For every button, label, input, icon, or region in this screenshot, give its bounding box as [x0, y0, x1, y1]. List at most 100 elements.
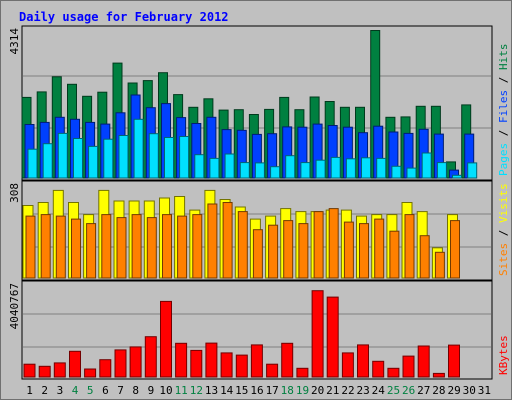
day-label-29: 29 — [447, 384, 460, 397]
bar-pages-day-10 — [164, 137, 174, 179]
bar-pages-day-26 — [406, 167, 417, 179]
bar-kbytes-day-23 — [357, 344, 369, 378]
day-label-14: 14 — [220, 384, 234, 397]
bar-kbytes-day-1 — [23, 363, 36, 378]
bar-pages-day-7 — [118, 135, 129, 179]
bar-kbytes-day-11 — [175, 342, 188, 378]
bar-kbytes-day-24 — [372, 360, 385, 378]
bar-pages-day-24 — [376, 157, 387, 179]
bar-kbytes-day-10 — [160, 300, 172, 378]
bar-pages-day-11 — [179, 136, 190, 179]
bar-kbytes-day-2 — [38, 365, 51, 378]
day-label-15: 15 — [235, 384, 248, 397]
bar-sites-day-18 — [283, 220, 294, 279]
bar-sites-day-14 — [222, 202, 233, 279]
bar-kbytes-day-21 — [326, 296, 339, 378]
legend-item-hits: Hits — [497, 44, 510, 71]
bar-sites-day-24 — [374, 218, 385, 279]
legend-item-files: Files — [497, 90, 510, 123]
day-label-31: 31 — [478, 384, 491, 397]
bar-kbytes-day-15 — [235, 354, 248, 378]
bar-pages-day-9 — [148, 133, 159, 179]
legend-item-pages: Pages — [497, 143, 510, 176]
day-label-23: 23 — [356, 384, 369, 397]
bar-kbytes-day-4 — [69, 350, 81, 378]
panel-2-ymax-label: 308 — [8, 183, 21, 203]
bar-pages-day-30 — [467, 162, 478, 179]
bar-sites-day-13 — [207, 203, 218, 279]
bar-sites-day-22 — [343, 221, 354, 279]
bar-pages-day-19 — [300, 162, 311, 179]
bar-kbytes-day-29 — [448, 344, 460, 378]
bar-kbytes-day-8 — [129, 346, 142, 378]
panel-1-legend: Pages / Files / Hits — [497, 44, 510, 177]
bar-sites-day-11 — [177, 215, 188, 279]
bar-pages-day-3 — [57, 132, 68, 179]
day-label-17: 17 — [266, 384, 279, 397]
bar-pages-day-2 — [42, 143, 53, 179]
panel-1-ymax-label: 4314 — [8, 28, 21, 55]
bar-sites-day-28 — [434, 251, 445, 279]
day-label-24: 24 — [372, 384, 386, 397]
day-label-9: 9 — [148, 384, 155, 397]
bar-kbytes-day-13 — [205, 342, 218, 378]
bar-kbytes-day-12 — [190, 349, 203, 378]
day-label-11: 11 — [175, 384, 188, 397]
day-label-7: 7 — [117, 384, 124, 397]
bar-sites-day-10 — [162, 214, 172, 279]
bar-pages-day-4 — [73, 138, 83, 179]
day-label-5: 5 — [87, 384, 94, 397]
bar-pages-day-18 — [285, 155, 296, 179]
bar-sites-day-25 — [389, 230, 400, 279]
bar-kbytes-day-27 — [417, 345, 430, 378]
day-label-1: 1 — [26, 384, 33, 397]
bar-pages-day-13 — [209, 157, 220, 179]
bar-pages-day-15 — [239, 162, 250, 179]
bar-sites-day-15 — [237, 211, 248, 279]
bar-pages-day-20 — [315, 159, 326, 179]
bar-pages-day-14 — [224, 153, 235, 179]
bar-sites-day-7 — [116, 217, 127, 279]
day-label-16: 16 — [250, 384, 263, 397]
panel-3-ymax-label: 4040767 — [8, 283, 21, 329]
legend-item-visits: Visits — [497, 183, 510, 223]
bar-kbytes-day-3 — [53, 362, 66, 378]
day-label-3: 3 — [57, 384, 64, 397]
bar-sites-day-6 — [101, 214, 112, 279]
bar-kbytes-day-17 — [266, 363, 279, 378]
bar-sites-day-29 — [450, 220, 460, 279]
panel-2-legend: Sites / Visits — [497, 183, 510, 276]
day-label-25: 25 — [387, 384, 400, 397]
day-label-22: 22 — [341, 384, 354, 397]
bar-sites-day-3 — [55, 215, 66, 279]
bar-pages-day-23 — [361, 157, 371, 179]
day-label-20: 20 — [311, 384, 324, 397]
day-label-30: 30 — [463, 384, 476, 397]
bar-kbytes-day-5 — [84, 368, 97, 378]
panel-3-legend: KBytes — [497, 335, 510, 375]
day-label-27: 27 — [417, 384, 430, 397]
bar-kbytes-day-22 — [341, 352, 354, 378]
bar-pages-day-28 — [436, 162, 447, 179]
bar-pages-day-22 — [345, 158, 356, 179]
bar-sites-day-1 — [25, 215, 36, 279]
bar-sites-day-26 — [404, 214, 415, 279]
day-label-18: 18 — [281, 384, 294, 397]
bar-pages-day-21 — [330, 156, 341, 179]
bar-kbytes-day-26 — [402, 355, 415, 378]
bar-sites-day-2 — [40, 214, 51, 279]
legend-item-kbytes: KBytes — [497, 335, 510, 375]
bar-sites-day-5 — [86, 223, 97, 279]
bar-pages-day-1 — [27, 148, 38, 179]
bar-sites-day-8 — [131, 214, 142, 279]
bar-sites-day-20 — [313, 211, 324, 279]
bar-pages-day-27 — [421, 152, 432, 179]
bar-kbytes-day-18 — [281, 342, 294, 378]
bar-pages-day-17 — [270, 166, 281, 179]
bar-pages-day-8 — [133, 118, 144, 179]
bar-kbytes-day-14 — [220, 352, 233, 378]
legend-separator: / — [497, 123, 510, 143]
bar-kbytes-day-28 — [432, 372, 445, 378]
